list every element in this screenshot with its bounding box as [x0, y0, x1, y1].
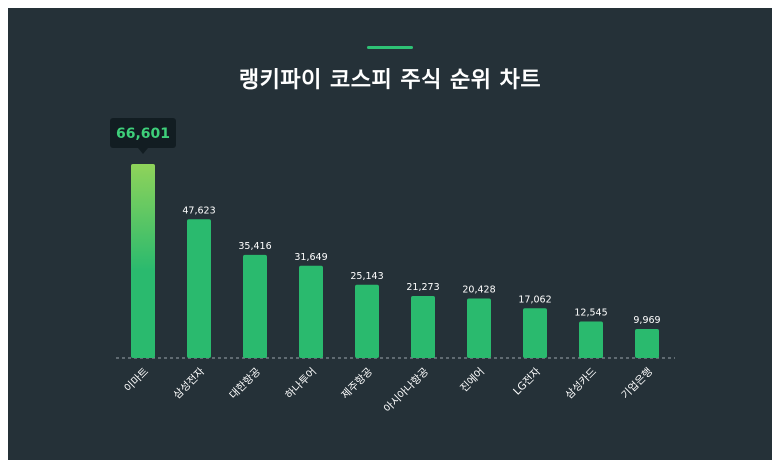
category-label-8: LG전자	[511, 365, 543, 397]
category-label-5: 제주항공	[339, 365, 375, 401]
category-label-2: 삼성전자	[171, 365, 207, 401]
data-label-3: 35,416	[238, 241, 271, 252]
data-label-5: 25,143	[350, 271, 383, 282]
data-label-2: 47,623	[182, 205, 215, 216]
data-label-9: 12,545	[574, 307, 607, 318]
data-label-1: 66,601	[116, 126, 170, 142]
category-label-10: 기업은행	[619, 365, 656, 402]
category-label-6: 아시아나항공	[382, 365, 432, 415]
tooltip-pointer	[138, 148, 148, 154]
bar-8	[523, 308, 547, 358]
bar-3	[243, 254, 267, 358]
bar-9	[579, 321, 603, 358]
bar-1	[131, 164, 155, 358]
bar-6	[411, 296, 435, 358]
value-tooltip	[110, 118, 176, 148]
data-label-8: 17,062	[518, 294, 551, 305]
data-label-4: 31,649	[294, 252, 327, 263]
bar-7	[467, 298, 491, 358]
chart-title: 랭키파이 코스피 주식 순위 차트	[238, 68, 542, 93]
bar-5	[355, 284, 379, 358]
bar-2	[187, 219, 211, 358]
category-label-7: 진에어	[458, 366, 487, 395]
title-accent-bar	[367, 46, 413, 49]
bar-10	[635, 328, 659, 358]
category-label-1: 이마트	[122, 365, 151, 394]
bar-4	[299, 265, 323, 358]
category-label-4: 하나투어	[283, 365, 320, 402]
category-label-9: 삼성카드	[563, 365, 599, 401]
data-label-6: 21,273	[406, 282, 439, 293]
category-label-3: 대한항공	[227, 365, 263, 401]
data-label-7: 20,428	[462, 284, 495, 295]
data-label-10: 9,969	[633, 315, 660, 326]
